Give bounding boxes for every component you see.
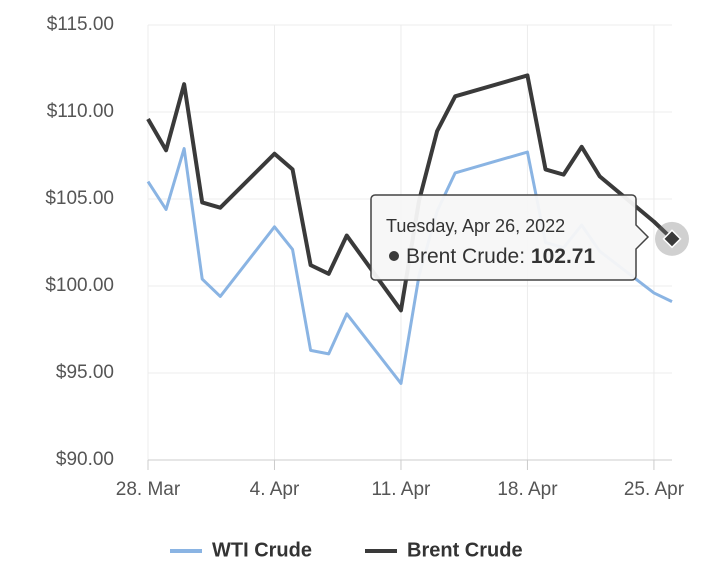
tooltip-box	[370, 194, 650, 281]
y-tick-label: $105.00	[45, 188, 114, 209]
line	[146, 73, 674, 313]
tooltip-sep: :	[519, 245, 531, 268]
y-tick-label: $95.00	[56, 362, 114, 383]
legend-label: WTI Crude	[212, 539, 312, 561]
legend-label: Brent Crude	[407, 539, 523, 561]
y-tick-label: $115.00	[47, 14, 114, 35]
x-tick-label: 18. Apr	[497, 479, 558, 500]
x-tick-label: 25. Apr	[624, 479, 685, 500]
tooltip: Tuesday, Apr 26, 2022 Brent Crude: 102.71	[370, 194, 650, 281]
x-tick-label: 4. Apr	[250, 479, 300, 500]
tooltip-value: Brent Crude: 102.71	[406, 245, 595, 268]
x-tick-label: 11. Apr	[372, 479, 431, 500]
tooltip-dot	[389, 251, 399, 261]
x-tick-label: 28. Mar	[116, 479, 181, 500]
y-tick-label: $110.00	[47, 101, 114, 122]
y-tick-label: $100.00	[45, 275, 114, 296]
y-tick-label: $90.00	[56, 449, 114, 470]
tooltip-series: Brent Crude	[406, 245, 519, 268]
hover-marker	[662, 229, 682, 249]
tooltip-date: Tuesday, Apr 26, 2022	[386, 216, 565, 236]
tooltip-number: 102.71	[531, 245, 596, 268]
